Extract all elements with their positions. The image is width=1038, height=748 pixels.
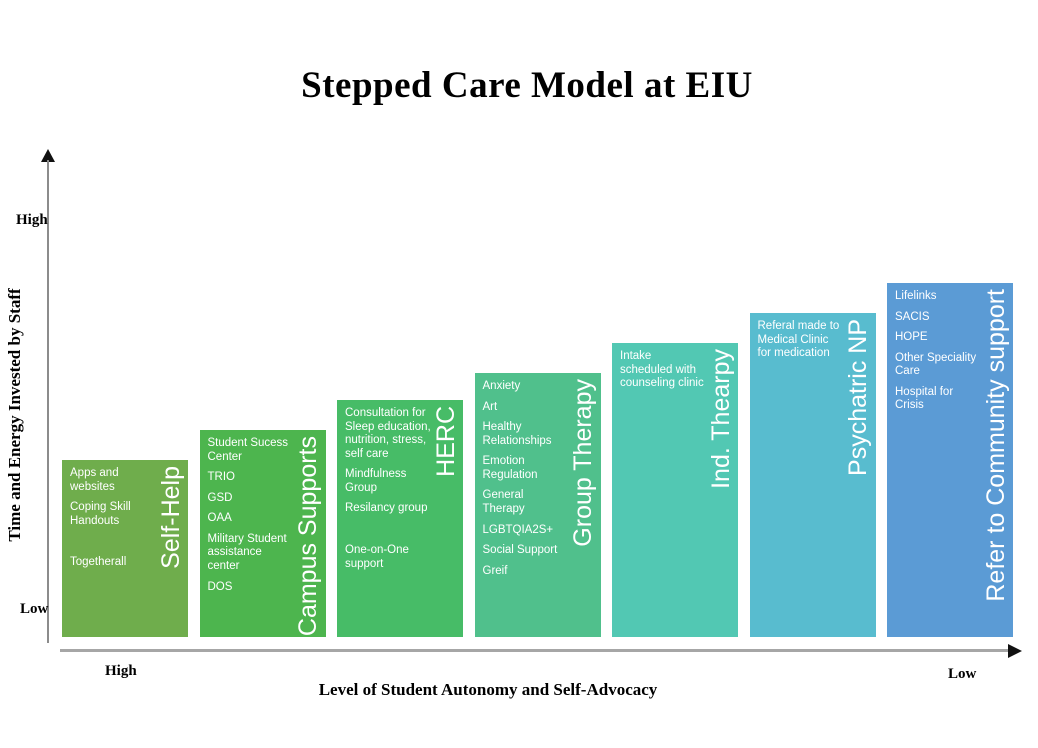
bar-item: LGBTQIA2S+	[482, 523, 554, 536]
bar-title: Campus Supports	[294, 436, 322, 637]
bar-item: TRIO	[207, 471, 235, 484]
bar-item: Military Student assistance center	[207, 532, 287, 572]
bar-item: SACIS	[895, 310, 930, 323]
bar-item: Intake scheduled with counseling clinic	[620, 350, 704, 390]
y-axis-arrow-icon	[41, 149, 55, 162]
bar-herc: Consultation for Sleep education, nutrit…	[337, 400, 463, 637]
bar-item: Emotion Regulation	[482, 455, 538, 481]
bar-item: Coping Skill Handouts	[70, 501, 131, 527]
bar-title: Refer to Community support	[981, 289, 1010, 602]
bar-group-therapy: Anxiety Art Healthy Relationships Emotion R…	[474, 373, 601, 637]
bar-item: DOS	[207, 580, 233, 593]
bar-item: Greif	[482, 564, 508, 577]
bar-item-gap	[70, 535, 156, 549]
bar-title: Self-Help	[156, 466, 185, 569]
bar-item: Anxiety	[482, 380, 521, 392]
bar-item: HOPE	[895, 331, 928, 344]
bar-item: Togetherall	[70, 556, 127, 569]
bar-ind-thearpy: Intake scheduled with counseling clinic I…	[612, 343, 738, 637]
bar-item: Hospital for Crisis	[895, 385, 954, 412]
y-axis-line	[47, 160, 49, 643]
bar-campus-supports: Student Sucess Center TRIO GSD OAA Military …	[199, 430, 326, 637]
x-axis-high-label: High	[105, 663, 137, 679]
bar-item-list: Apps and websites Coping Skill Handouts To…	[70, 467, 156, 577]
bar-item-list: Lifelinks SACIS HOPE Other Speciality Care H…	[895, 290, 981, 420]
y-axis-low-label: Low	[20, 601, 49, 617]
bar-item-list: Intake scheduled with counseling clinic	[620, 350, 706, 398]
bar-item: Mindfulness Group	[345, 468, 407, 494]
bar-self-help: Apps and websites Coping Skill Handouts To…	[62, 460, 188, 637]
page-title: Stepped Care Model at EIU	[301, 65, 753, 106]
bar-item: Apps and websites	[70, 467, 119, 493]
bar-item: Lifelinks	[895, 290, 937, 302]
bar-item-gap	[345, 523, 431, 537]
x-axis-arrow-icon	[1008, 644, 1022, 658]
x-axis-low-label: Low	[948, 666, 977, 682]
bar-item: Student Sucess Center	[207, 437, 289, 463]
bar-item: OAA	[207, 512, 232, 525]
bar-item: Referal made to Medical Clinic for medic…	[757, 320, 840, 360]
bar-title: HERC	[431, 406, 460, 477]
bar-psychatric-np: Referal made to Medical Clinic for medic…	[749, 313, 876, 637]
bar-item: GSD	[207, 491, 233, 504]
x-axis-line	[60, 649, 1010, 652]
bar-item: Other Speciality Care	[895, 351, 977, 378]
bar-item: Art	[482, 400, 498, 413]
bar-item-list: Anxiety Art Healthy Relationships Emotion R…	[483, 380, 569, 585]
bar-item-list: Student Sucess Center TRIO GSD OAA Military …	[208, 437, 294, 601]
y-axis-title: Time and Energy Invested by Staff	[5, 288, 24, 542]
bar-item: General Therapy	[482, 489, 525, 515]
bar-item-list: Referal made to Medical Clinic for medic…	[758, 320, 844, 368]
y-axis-high-label: High	[16, 212, 48, 228]
bar-title: Ind. Thearpy	[706, 349, 735, 489]
bar-title: Psychatric NP	[844, 319, 872, 476]
bar-item: Resilancy group	[345, 502, 428, 515]
bar-title: Group Therapy	[569, 379, 597, 547]
bar-item: Healthy Relationships	[482, 421, 552, 447]
bar-item-list: Consultation for Sleep education, nutrit…	[345, 407, 431, 578]
bar-item: Social Support	[482, 544, 558, 557]
bar-item: One-on-One support	[345, 543, 409, 570]
bar-refer-to-community-support: Lifelinks SACIS HOPE Other Speciality Care H…	[887, 283, 1013, 637]
x-axis-title: Level of Student Autonomy and Self-Advoc…	[318, 680, 658, 699]
bar-item: Consultation for Sleep education, nutrit…	[345, 407, 431, 460]
